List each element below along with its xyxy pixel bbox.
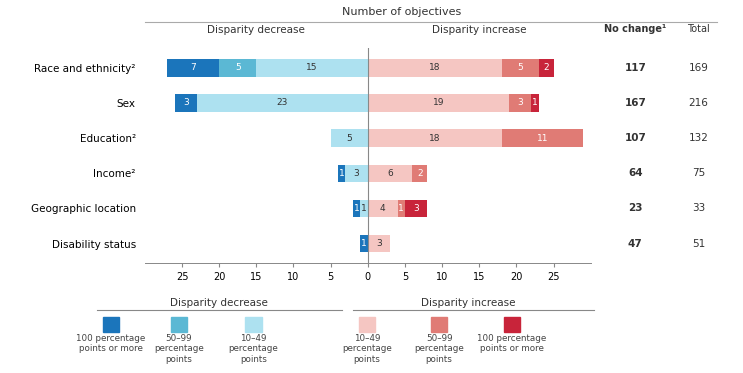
Text: 23: 23 [276, 98, 288, 107]
Bar [502, 129, 583, 147]
Text: Number of objectives: Number of objectives [342, 7, 461, 17]
Bar [175, 94, 197, 112]
Text: 33: 33 [692, 203, 705, 213]
Text: 19: 19 [432, 98, 444, 107]
Bar [256, 59, 368, 76]
Bar [197, 94, 368, 112]
Text: 10–49
percentage
points: 10–49 percentage points [343, 334, 392, 364]
Text: 1: 1 [361, 204, 367, 213]
Bar [412, 164, 427, 182]
Text: 100 percentage
points or more: 100 percentage points or more [76, 334, 146, 353]
Bar [219, 59, 256, 76]
Text: 4: 4 [380, 204, 386, 213]
Bar [338, 164, 345, 182]
Text: 7: 7 [190, 63, 196, 72]
Bar [368, 94, 509, 112]
Text: No change¹: No change¹ [604, 23, 666, 34]
Text: 6: 6 [387, 169, 393, 178]
Text: 64: 64 [628, 168, 643, 178]
Text: 10–49
percentage
points: 10–49 percentage points [229, 334, 278, 364]
Bar [368, 129, 502, 147]
Text: 216: 216 [689, 98, 708, 108]
Bar [368, 200, 398, 217]
Text: 18: 18 [429, 134, 441, 142]
Text: 18: 18 [429, 63, 441, 72]
Text: 50–99
percentage
points: 50–99 percentage points [155, 334, 204, 364]
Text: 47: 47 [628, 239, 643, 249]
Text: Disparity increase: Disparity increase [421, 298, 516, 308]
Bar [509, 94, 531, 112]
Text: 100 percentage
points or more: 100 percentage points or more [477, 334, 547, 353]
Text: 15: 15 [306, 63, 318, 72]
Text: 3: 3 [517, 98, 523, 107]
Bar [167, 59, 219, 76]
Text: 167: 167 [624, 98, 646, 108]
Text: 117: 117 [624, 63, 646, 73]
Text: 5: 5 [517, 63, 523, 72]
Bar [368, 164, 412, 182]
Text: 2: 2 [543, 63, 549, 72]
Bar [398, 200, 405, 217]
Bar [502, 59, 539, 76]
Text: 3: 3 [376, 239, 382, 248]
Bar [360, 200, 368, 217]
Text: 1: 1 [339, 169, 345, 178]
Text: 3: 3 [413, 204, 419, 213]
Text: 107: 107 [624, 133, 646, 143]
Bar [368, 59, 502, 76]
Text: Disparity increase: Disparity increase [432, 25, 527, 35]
Text: 1: 1 [532, 98, 538, 107]
Text: Total: Total [687, 23, 710, 34]
Text: 5: 5 [235, 63, 241, 72]
Text: Disparity decrease: Disparity decrease [170, 298, 268, 308]
Bar [531, 94, 539, 112]
Text: 1: 1 [398, 204, 404, 213]
Bar [353, 200, 360, 217]
Text: 5: 5 [346, 134, 352, 142]
Text: 11: 11 [536, 134, 548, 142]
Bar [405, 200, 427, 217]
Text: 23: 23 [628, 203, 643, 213]
Text: 2: 2 [417, 169, 423, 178]
Text: 3: 3 [354, 169, 360, 178]
Text: Disparity decrease: Disparity decrease [207, 25, 305, 35]
Bar [368, 235, 390, 253]
Text: 1: 1 [354, 204, 360, 213]
Text: 169: 169 [689, 63, 708, 73]
Bar [345, 164, 368, 182]
Bar [331, 129, 368, 147]
Text: 51: 51 [692, 239, 705, 249]
Bar [539, 59, 554, 76]
Text: 1: 1 [361, 239, 367, 248]
Text: 132: 132 [689, 133, 708, 143]
Text: 3: 3 [183, 98, 189, 107]
Bar [360, 235, 368, 253]
Text: 75: 75 [692, 168, 705, 178]
Text: 50–99
percentage
points: 50–99 percentage points [415, 334, 464, 364]
